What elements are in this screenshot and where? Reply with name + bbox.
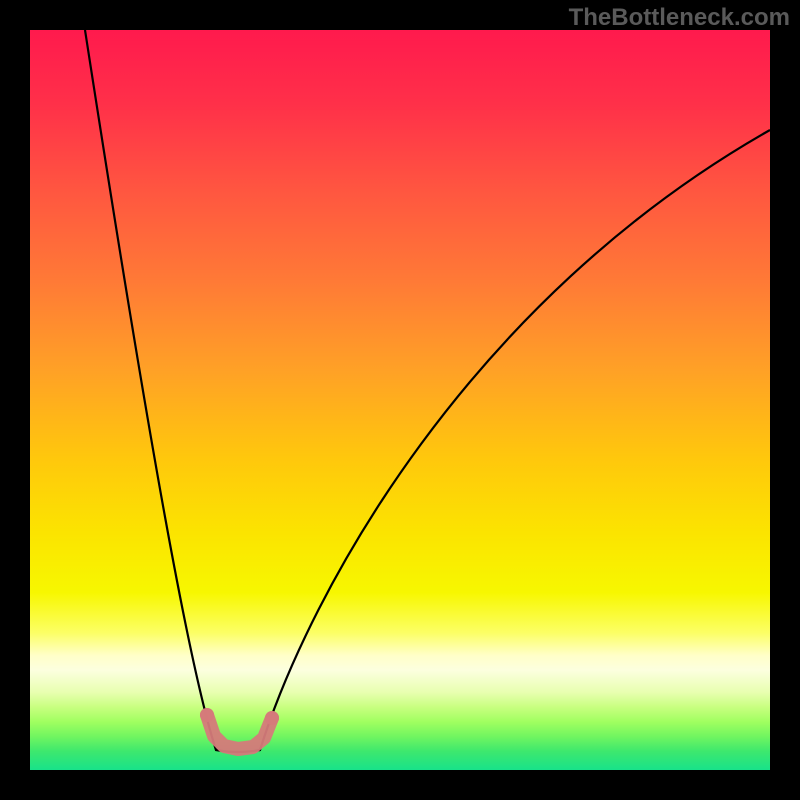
bottleneck-chart	[0, 0, 800, 800]
highlight-start-dot	[200, 708, 214, 722]
chart-frame	[0, 0, 800, 800]
watermark-text: TheBottleneck.com	[569, 4, 790, 32]
gradient-background	[30, 30, 770, 770]
highlight-end-dot	[265, 711, 279, 725]
